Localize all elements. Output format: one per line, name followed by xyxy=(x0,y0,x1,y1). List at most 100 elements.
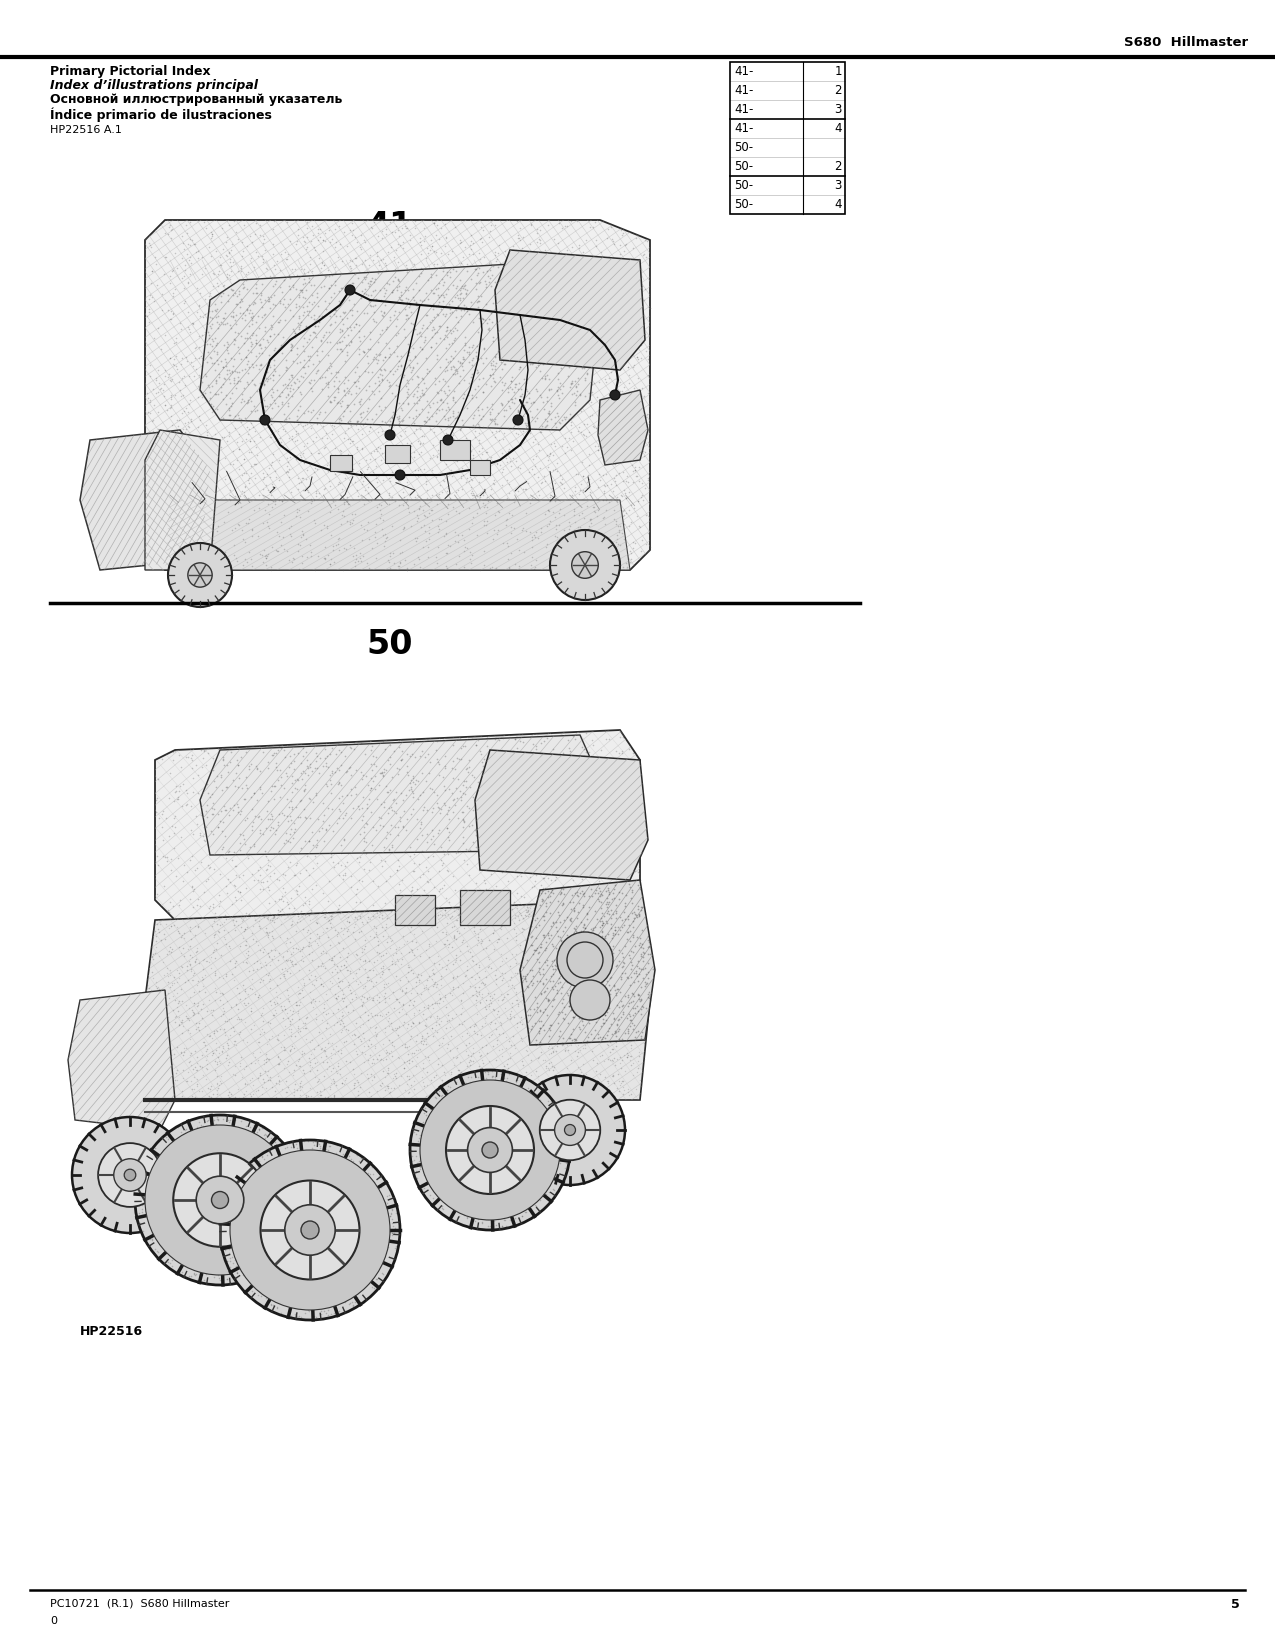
Point xyxy=(516,309,537,335)
Point xyxy=(293,734,314,761)
Point xyxy=(235,1216,255,1242)
Point xyxy=(289,1145,310,1172)
Point xyxy=(279,1190,300,1216)
Point xyxy=(463,1071,483,1097)
Point xyxy=(499,439,519,465)
Point xyxy=(431,1082,451,1109)
Point xyxy=(481,444,501,470)
Point xyxy=(263,741,283,767)
Point xyxy=(499,1185,519,1211)
Point xyxy=(260,988,280,1015)
Point xyxy=(597,894,617,921)
Point xyxy=(458,746,478,772)
Point xyxy=(495,338,515,365)
Point xyxy=(569,502,589,528)
Point xyxy=(484,1152,505,1178)
Point xyxy=(270,398,291,424)
Point xyxy=(569,998,589,1025)
Point xyxy=(442,863,463,889)
Point xyxy=(278,241,298,267)
Point xyxy=(382,1196,403,1223)
Point xyxy=(467,822,487,848)
Point xyxy=(497,340,518,366)
Point xyxy=(530,1117,551,1143)
Point xyxy=(492,903,513,929)
Point xyxy=(349,337,370,363)
Point xyxy=(557,957,578,983)
Point xyxy=(326,1221,347,1247)
Point xyxy=(291,787,311,813)
Point xyxy=(260,1188,280,1214)
Point xyxy=(340,1236,361,1262)
Point xyxy=(570,993,590,1020)
Point xyxy=(209,1266,230,1292)
Point xyxy=(565,368,585,394)
Point xyxy=(366,1013,386,1040)
Point xyxy=(474,538,495,564)
Point xyxy=(519,231,539,257)
Point xyxy=(463,1175,483,1201)
Point xyxy=(518,1124,538,1150)
Point xyxy=(532,886,552,912)
Point xyxy=(232,1063,252,1089)
Point xyxy=(353,300,374,327)
Point xyxy=(440,733,460,759)
Point xyxy=(430,1160,450,1186)
Point xyxy=(204,1206,224,1233)
Point xyxy=(434,403,454,429)
Point xyxy=(270,355,291,381)
Point xyxy=(418,406,439,432)
Point xyxy=(518,411,538,437)
Point xyxy=(604,914,625,940)
Point xyxy=(492,472,513,498)
Point xyxy=(617,926,638,952)
Point xyxy=(575,776,595,802)
Point xyxy=(546,342,566,368)
Point xyxy=(477,353,497,380)
Point xyxy=(332,338,352,365)
Point xyxy=(180,244,200,271)
Point xyxy=(324,1289,344,1315)
Point xyxy=(162,936,182,962)
Point xyxy=(145,922,166,949)
Point xyxy=(196,1261,217,1287)
Point xyxy=(533,276,553,302)
Point xyxy=(527,396,547,422)
Point xyxy=(569,271,589,297)
Point xyxy=(594,983,615,1010)
Point xyxy=(176,1035,196,1061)
Point xyxy=(161,914,181,940)
Point xyxy=(524,1091,544,1117)
Point xyxy=(180,1206,200,1233)
Point xyxy=(499,295,519,322)
Point xyxy=(622,353,643,380)
Point xyxy=(307,1162,328,1188)
Point xyxy=(488,516,509,543)
Point xyxy=(344,914,365,940)
Point xyxy=(194,1028,214,1054)
Point xyxy=(394,315,414,342)
Point xyxy=(361,751,381,777)
Point xyxy=(479,800,500,827)
Point xyxy=(300,906,320,932)
Point xyxy=(459,516,479,543)
Point xyxy=(289,980,310,1006)
Point xyxy=(486,406,506,432)
Point xyxy=(519,295,539,322)
Point xyxy=(566,373,586,399)
Point xyxy=(465,733,486,759)
Point xyxy=(486,417,506,444)
Point xyxy=(204,767,224,794)
Point xyxy=(213,746,233,772)
Point xyxy=(473,305,493,332)
Point xyxy=(534,376,555,403)
Point xyxy=(352,936,372,962)
Point xyxy=(241,523,261,549)
Point xyxy=(405,896,426,922)
Point xyxy=(277,375,297,401)
Point xyxy=(324,1188,344,1214)
Point xyxy=(207,1077,227,1104)
Point xyxy=(284,1302,305,1328)
Point xyxy=(542,850,562,876)
Point xyxy=(231,323,251,350)
